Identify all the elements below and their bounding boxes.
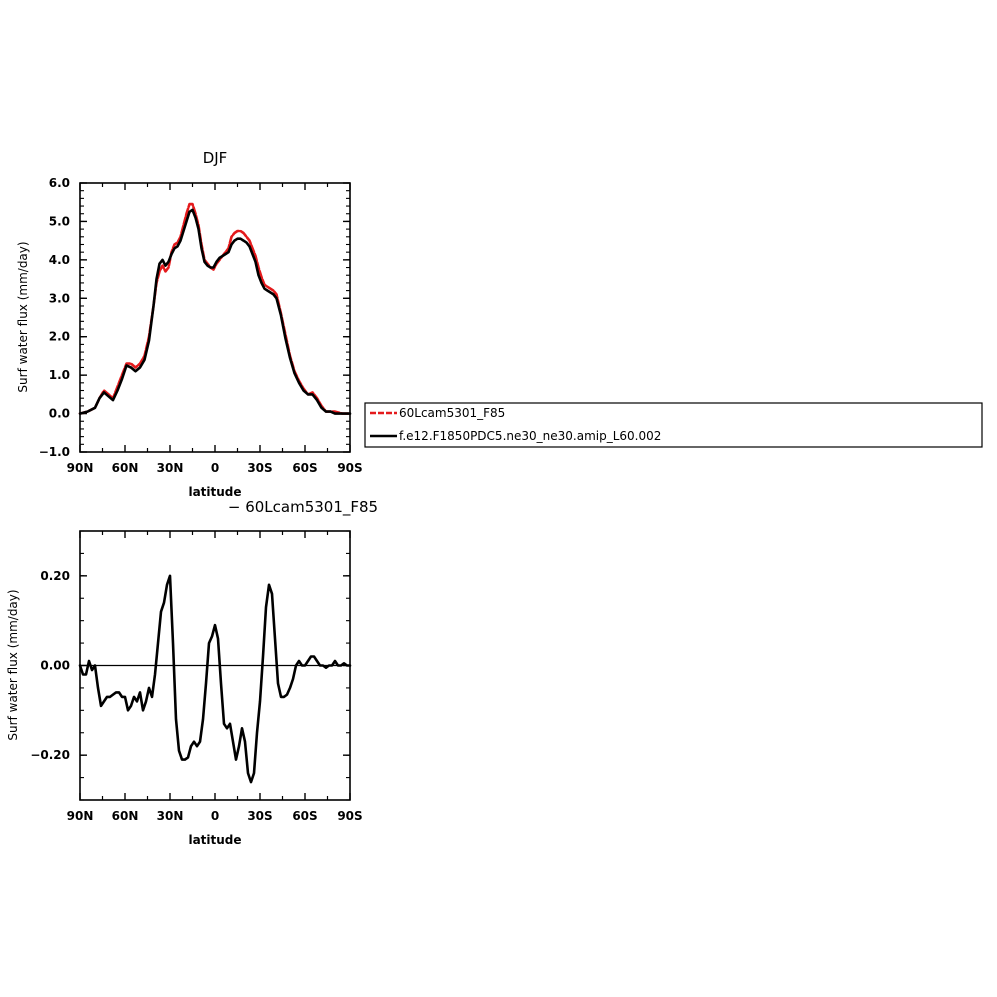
legend-entry-2: f.e12.F1850PDC5.ne30_ne30.amip_L60.002 bbox=[399, 429, 661, 443]
bottom-x-tick-label: 60N bbox=[112, 809, 139, 823]
bottom-panel: − 60Lcam5301_F85 Surf water flux (mm/day… bbox=[6, 498, 378, 847]
bottom-panel-title: − 60Lcam5301_F85 bbox=[228, 498, 378, 517]
legend-entry-1: 60Lcam5301_F85 bbox=[399, 406, 505, 420]
bottom-panel-frame bbox=[79, 530, 351, 801]
bottom-x-tick-label: 90S bbox=[337, 809, 362, 823]
top-y-tick-label: −1.0 bbox=[39, 445, 70, 459]
bottom-x-tick-label: 30N bbox=[157, 809, 184, 823]
top-panel-frame bbox=[79, 182, 351, 453]
top-panel-title: DJF bbox=[203, 149, 228, 167]
top-y-tick-label: 0.0 bbox=[49, 407, 70, 421]
top-x-tick-label: 90S bbox=[337, 461, 362, 475]
top-y-tick-label: 1.0 bbox=[49, 368, 70, 382]
top-y-tick-label: 6.0 bbox=[49, 176, 70, 190]
top-x-tick-label: 30S bbox=[247, 461, 272, 475]
bottom-x-tick-label: 60S bbox=[292, 809, 317, 823]
bottom-panel-x-axis-label: latitude bbox=[188, 833, 241, 847]
bottom-panel-ticks: 90N 60N 30N 0 30S 60S 90S −0.20 0.00 0.20 bbox=[30, 530, 363, 823]
top-x-tick-label: 60S bbox=[292, 461, 317, 475]
bottom-y-tick-label: 0.00 bbox=[40, 659, 70, 673]
top-panel-plot-area bbox=[78, 202, 352, 415]
bottom-x-tick-label: 30S bbox=[247, 809, 272, 823]
top-y-tick-label: 5.0 bbox=[49, 214, 70, 228]
bottom-series-line-1 bbox=[78, 574, 352, 784]
legend-box bbox=[364, 402, 983, 448]
top-y-tick-label: 3.0 bbox=[49, 291, 70, 305]
top-panel: DJF Surf water flux (mm/day) latitude 90… bbox=[16, 149, 363, 499]
top-panel-x-axis-label: latitude bbox=[188, 485, 241, 499]
bottom-x-tick-label: 0 bbox=[211, 809, 219, 823]
top-panel-ticks: 90N 60N 30N 0 30S 60S 90S −1.0 0.0 1.0 2.0 3.0 4.0 5.… bbox=[39, 176, 363, 475]
top-panel-y-axis-label: Surf water flux (mm/day) bbox=[16, 241, 30, 392]
top-x-tick-label: 90N bbox=[67, 461, 94, 475]
top-series-line-2 bbox=[78, 208, 352, 415]
top-y-tick-label: 4.0 bbox=[49, 253, 70, 267]
top-x-tick-label: 0 bbox=[211, 461, 219, 475]
bottom-y-tick-label: −0.20 bbox=[30, 748, 70, 762]
top-x-tick-label: 60N bbox=[112, 461, 139, 475]
bottom-y-tick-label: 0.20 bbox=[40, 569, 70, 583]
legend: 60Lcam5301_F85 f.e12.F1850PDC5.ne30_ne30… bbox=[364, 402, 983, 448]
bottom-panel-y-axis-label: Surf water flux (mm/day) bbox=[6, 589, 20, 740]
top-x-tick-label: 30N bbox=[157, 461, 184, 475]
top-y-tick-label: 2.0 bbox=[49, 330, 70, 344]
bottom-panel-plot-area bbox=[78, 574, 352, 784]
bottom-x-tick-label: 90N bbox=[67, 809, 94, 823]
